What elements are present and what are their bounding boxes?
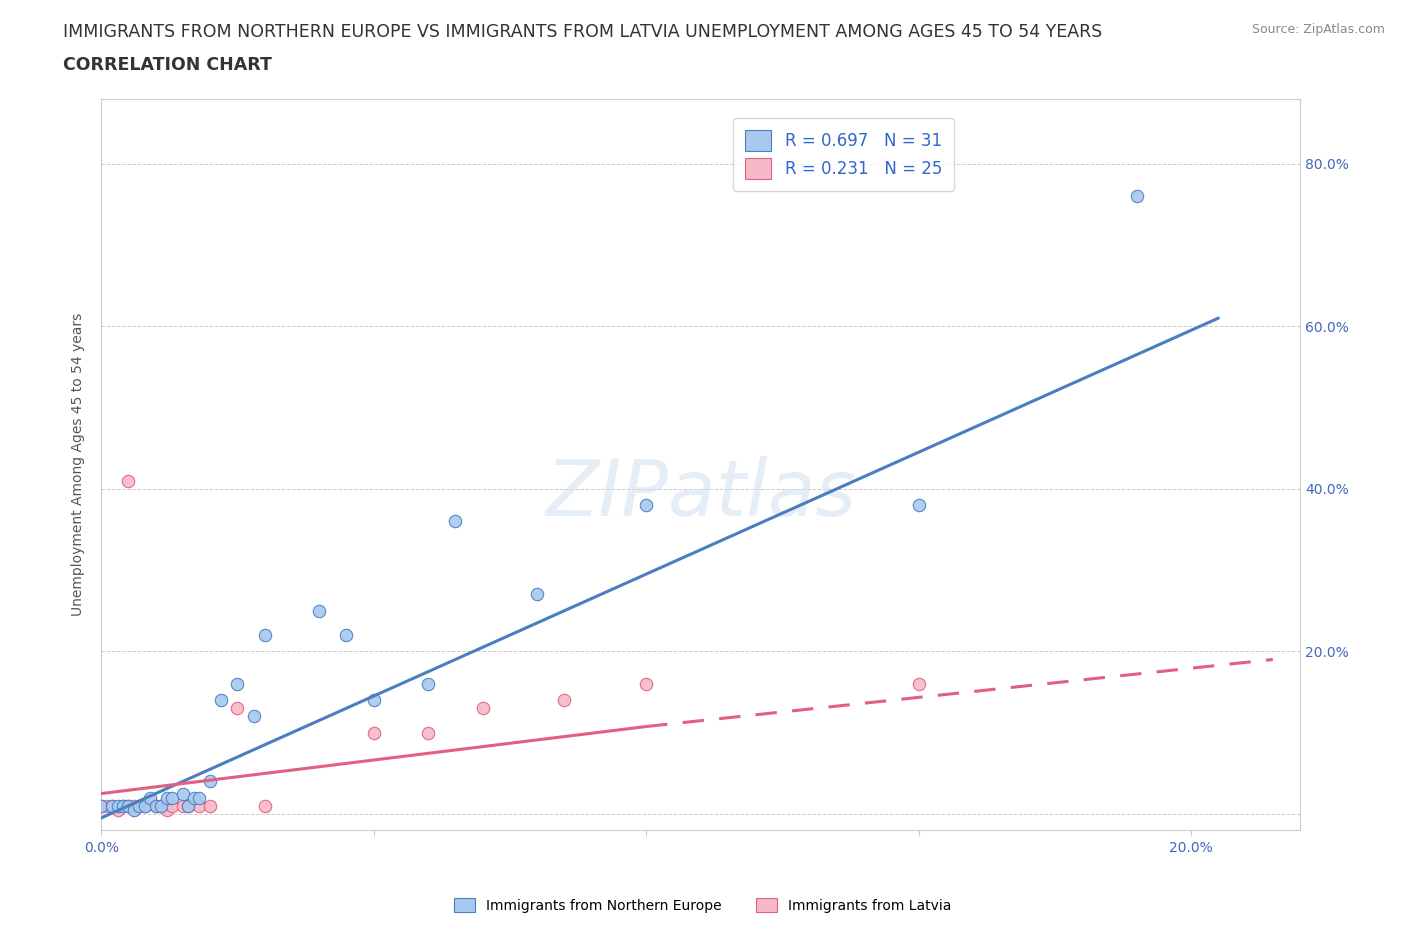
Text: Source: ZipAtlas.com: Source: ZipAtlas.com — [1251, 23, 1385, 36]
Point — [177, 798, 200, 813]
Point — [150, 798, 173, 813]
Point — [636, 676, 658, 691]
Point — [335, 628, 357, 643]
Point — [471, 701, 494, 716]
Point — [444, 514, 467, 529]
Point — [111, 798, 134, 813]
Point — [226, 676, 249, 691]
Point — [155, 790, 177, 805]
Point — [122, 798, 145, 813]
Point — [1125, 189, 1147, 204]
Point — [90, 798, 112, 813]
Point — [243, 709, 266, 724]
Point — [134, 798, 156, 813]
Point — [177, 798, 200, 813]
Text: CORRELATION CHART: CORRELATION CHART — [63, 56, 273, 73]
Point — [418, 725, 440, 740]
Point — [418, 676, 440, 691]
Point — [636, 498, 658, 512]
Point — [101, 798, 124, 813]
Point — [200, 798, 222, 813]
Point — [117, 473, 139, 488]
Point — [90, 798, 112, 813]
Point — [150, 798, 173, 813]
Point — [526, 587, 548, 602]
Text: IMMIGRANTS FROM NORTHERN EUROPE VS IMMIGRANTS FROM LATVIA UNEMPLOYMENT AMONG AGE: IMMIGRANTS FROM NORTHERN EUROPE VS IMMIG… — [63, 23, 1102, 41]
Point — [907, 676, 929, 691]
Point — [111, 798, 134, 813]
Point — [188, 790, 211, 805]
Point — [139, 790, 162, 805]
Point — [160, 790, 183, 805]
Point — [308, 604, 330, 618]
Point — [145, 798, 167, 813]
Point — [155, 803, 177, 817]
Point — [553, 693, 575, 708]
Point — [117, 798, 139, 813]
Point — [122, 803, 145, 817]
Point — [134, 798, 156, 813]
Point — [907, 498, 929, 512]
Legend: Immigrants from Northern Europe, Immigrants from Latvia: Immigrants from Northern Europe, Immigra… — [449, 893, 957, 919]
Point — [253, 628, 276, 643]
Point — [96, 798, 118, 813]
Text: ZIPatlas: ZIPatlas — [546, 456, 856, 532]
Point — [107, 803, 129, 817]
Point — [101, 798, 124, 813]
Point — [226, 701, 249, 716]
Point — [172, 798, 194, 813]
Point — [145, 798, 167, 813]
Point — [363, 725, 385, 740]
Point — [160, 798, 183, 813]
Point — [363, 693, 385, 708]
Point — [128, 798, 150, 813]
Y-axis label: Unemployment Among Ages 45 to 54 years: Unemployment Among Ages 45 to 54 years — [72, 312, 86, 616]
Point — [172, 786, 194, 801]
Point — [107, 798, 129, 813]
Point — [183, 790, 205, 805]
Point — [253, 798, 276, 813]
Point — [117, 798, 139, 813]
Point — [209, 693, 232, 708]
Legend: R = 0.697   N = 31, R = 0.231   N = 25: R = 0.697 N = 31, R = 0.231 N = 25 — [733, 118, 953, 191]
Point — [188, 798, 211, 813]
Point — [128, 798, 150, 813]
Point — [200, 774, 222, 789]
